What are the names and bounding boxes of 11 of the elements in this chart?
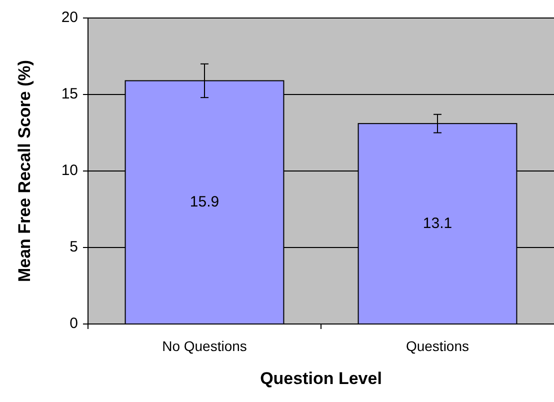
data-label: 15.9 [190,193,220,210]
y-tick-label: 0 [70,314,78,332]
x-tick-label: No Questions [162,338,247,354]
data-label: 13.1 [422,214,452,232]
y-tick-label: 5 [70,238,78,256]
y-tick-label: 15 [61,85,78,102]
y-tick-label: 20 [61,8,78,26]
y-tick-label: 10 [61,162,78,179]
y-axis-title: Mean Free Recall Score (%) [15,60,34,282]
x-axis-title: Question Level [260,369,382,388]
x-tick-label: Questions [406,338,470,354]
